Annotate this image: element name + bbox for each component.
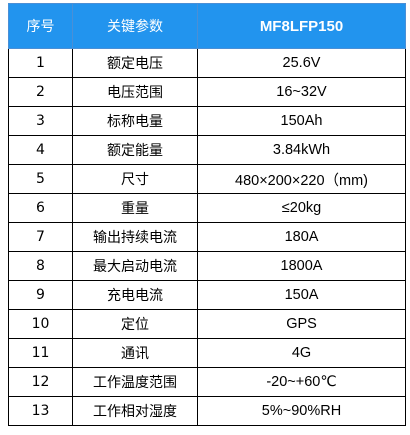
table-row: 1 额定电压 25.6V bbox=[8, 48, 406, 78]
row-param: 工作温度范围 bbox=[72, 367, 198, 397]
header-index: 序号 bbox=[8, 3, 73, 49]
row-index: 11 bbox=[8, 338, 73, 368]
row-index: 5 bbox=[8, 164, 73, 194]
row-value: 3.84kWh bbox=[197, 135, 406, 165]
row-value: -20~+60℃ bbox=[197, 367, 406, 397]
row-param: 标称电量 bbox=[72, 106, 198, 136]
table-row: 5 尺寸 480×200×220（mm) bbox=[8, 164, 406, 194]
table-row: 3 标称电量 150Ah bbox=[8, 106, 406, 136]
table-row: 12 工作温度范围 -20~+60℃ bbox=[8, 367, 406, 397]
row-param: 定位 bbox=[72, 309, 198, 339]
row-param: 额定能量 bbox=[72, 135, 198, 165]
row-param: 电压范围 bbox=[72, 77, 198, 107]
row-index: 4 bbox=[8, 135, 73, 165]
row-value: 150A bbox=[197, 280, 406, 310]
table-row: 9 充电电流 150A bbox=[8, 280, 406, 310]
spec-table: 序号 关键参数 MF8LFP150 1 额定电压 25.6V 2 电压范围 16… bbox=[8, 3, 406, 426]
row-param: 尺寸 bbox=[72, 164, 198, 194]
row-index: 8 bbox=[8, 251, 73, 281]
row-value: 25.6V bbox=[197, 48, 406, 78]
header-param: 关键参数 bbox=[72, 3, 198, 49]
row-param: 充电电流 bbox=[72, 280, 198, 310]
row-index: 10 bbox=[8, 309, 73, 339]
row-index: 13 bbox=[8, 396, 73, 426]
table-row: 13 工作相对湿度 5%~90%RH bbox=[8, 396, 406, 426]
row-param: 最大启动电流 bbox=[72, 251, 198, 281]
table-row: 4 额定能量 3.84kWh bbox=[8, 135, 406, 165]
table-row: 7 输出持续电流 180A bbox=[8, 222, 406, 252]
header-model: MF8LFP150 bbox=[197, 3, 406, 49]
row-param: 输出持续电流 bbox=[72, 222, 198, 252]
row-value: 150Ah bbox=[197, 106, 406, 136]
row-value: 5%~90%RH bbox=[197, 396, 406, 426]
row-value: 16~32V bbox=[197, 77, 406, 107]
table-row: 11 通讯 4G bbox=[8, 338, 406, 368]
row-index: 1 bbox=[8, 48, 73, 78]
table-row: 6 重量 ≤20kg bbox=[8, 193, 406, 223]
row-param: 额定电压 bbox=[72, 48, 198, 78]
row-param: 通讯 bbox=[72, 338, 198, 368]
row-value: 180A bbox=[197, 222, 406, 252]
row-index: 7 bbox=[8, 222, 73, 252]
row-index: 12 bbox=[8, 367, 73, 397]
table-row: 2 电压范围 16~32V bbox=[8, 77, 406, 107]
row-param: 重量 bbox=[72, 193, 198, 223]
row-value: GPS bbox=[197, 309, 406, 339]
row-index: 3 bbox=[8, 106, 73, 136]
row-index: 2 bbox=[8, 77, 73, 107]
row-param: 工作相对湿度 bbox=[72, 396, 198, 426]
row-value: 1800A bbox=[197, 251, 406, 281]
row-value: ≤20kg bbox=[197, 193, 406, 223]
table-header-row: 序号 关键参数 MF8LFP150 bbox=[8, 3, 406, 49]
table-row: 8 最大启动电流 1800A bbox=[8, 251, 406, 281]
row-index: 9 bbox=[8, 280, 73, 310]
row-index: 6 bbox=[8, 193, 73, 223]
row-value: 4G bbox=[197, 338, 406, 368]
row-value: 480×200×220（mm) bbox=[197, 164, 406, 194]
table-row: 10 定位 GPS bbox=[8, 309, 406, 339]
